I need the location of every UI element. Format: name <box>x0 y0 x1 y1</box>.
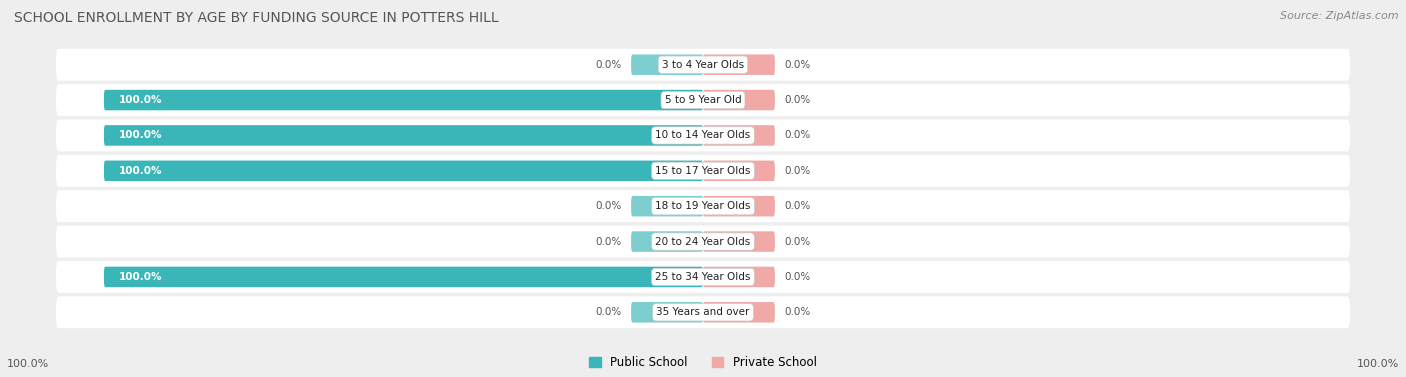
Text: 0.0%: 0.0% <box>785 201 810 211</box>
Text: 100.0%: 100.0% <box>7 359 49 369</box>
Text: 0.0%: 0.0% <box>596 236 621 247</box>
Text: 20 to 24 Year Olds: 20 to 24 Year Olds <box>655 236 751 247</box>
FancyBboxPatch shape <box>56 261 1350 293</box>
Text: 0.0%: 0.0% <box>785 95 810 105</box>
Text: 100.0%: 100.0% <box>120 166 163 176</box>
FancyBboxPatch shape <box>56 226 1350 257</box>
FancyBboxPatch shape <box>56 49 1350 81</box>
Text: 0.0%: 0.0% <box>596 60 621 70</box>
FancyBboxPatch shape <box>703 267 775 287</box>
FancyBboxPatch shape <box>703 54 775 75</box>
FancyBboxPatch shape <box>703 125 775 146</box>
FancyBboxPatch shape <box>703 90 775 110</box>
Text: 0.0%: 0.0% <box>785 236 810 247</box>
FancyBboxPatch shape <box>56 84 1350 116</box>
Legend: Public School, Private School: Public School, Private School <box>589 356 817 369</box>
Text: 100.0%: 100.0% <box>120 95 163 105</box>
FancyBboxPatch shape <box>104 90 703 110</box>
Text: 35 Years and over: 35 Years and over <box>657 307 749 317</box>
Text: 0.0%: 0.0% <box>596 201 621 211</box>
FancyBboxPatch shape <box>703 231 775 252</box>
Text: 0.0%: 0.0% <box>596 307 621 317</box>
Text: 0.0%: 0.0% <box>785 60 810 70</box>
FancyBboxPatch shape <box>56 155 1350 187</box>
Text: 18 to 19 Year Olds: 18 to 19 Year Olds <box>655 201 751 211</box>
FancyBboxPatch shape <box>104 125 703 146</box>
FancyBboxPatch shape <box>703 161 775 181</box>
FancyBboxPatch shape <box>703 302 775 323</box>
Text: 0.0%: 0.0% <box>785 307 810 317</box>
Text: Source: ZipAtlas.com: Source: ZipAtlas.com <box>1281 11 1399 21</box>
Text: 10 to 14 Year Olds: 10 to 14 Year Olds <box>655 130 751 141</box>
Text: 0.0%: 0.0% <box>785 130 810 141</box>
FancyBboxPatch shape <box>56 296 1350 328</box>
Text: 3 to 4 Year Olds: 3 to 4 Year Olds <box>662 60 744 70</box>
Text: 5 to 9 Year Old: 5 to 9 Year Old <box>665 95 741 105</box>
Text: 15 to 17 Year Olds: 15 to 17 Year Olds <box>655 166 751 176</box>
FancyBboxPatch shape <box>104 161 703 181</box>
FancyBboxPatch shape <box>631 196 703 216</box>
FancyBboxPatch shape <box>56 190 1350 222</box>
Text: 100.0%: 100.0% <box>1357 359 1399 369</box>
Text: SCHOOL ENROLLMENT BY AGE BY FUNDING SOURCE IN POTTERS HILL: SCHOOL ENROLLMENT BY AGE BY FUNDING SOUR… <box>14 11 499 25</box>
FancyBboxPatch shape <box>56 120 1350 151</box>
FancyBboxPatch shape <box>703 196 775 216</box>
Text: 100.0%: 100.0% <box>120 272 163 282</box>
FancyBboxPatch shape <box>631 231 703 252</box>
FancyBboxPatch shape <box>104 267 703 287</box>
Text: 0.0%: 0.0% <box>785 166 810 176</box>
Text: 0.0%: 0.0% <box>785 272 810 282</box>
Text: 100.0%: 100.0% <box>120 130 163 141</box>
FancyBboxPatch shape <box>631 302 703 323</box>
FancyBboxPatch shape <box>631 54 703 75</box>
Text: 25 to 34 Year Olds: 25 to 34 Year Olds <box>655 272 751 282</box>
